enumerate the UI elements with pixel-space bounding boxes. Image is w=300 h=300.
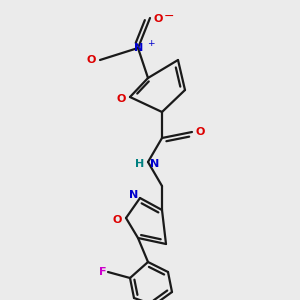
- Text: +: +: [147, 40, 154, 49]
- Text: −: −: [164, 10, 175, 22]
- Text: O: O: [154, 14, 164, 24]
- Text: F: F: [98, 267, 106, 277]
- Text: N: N: [129, 190, 138, 200]
- Text: O: O: [112, 215, 122, 225]
- Text: N: N: [150, 159, 159, 169]
- Text: O: O: [117, 94, 126, 104]
- Text: N: N: [134, 43, 144, 53]
- Text: O: O: [196, 127, 206, 137]
- Text: O: O: [87, 55, 96, 65]
- Text: H: H: [135, 159, 144, 169]
